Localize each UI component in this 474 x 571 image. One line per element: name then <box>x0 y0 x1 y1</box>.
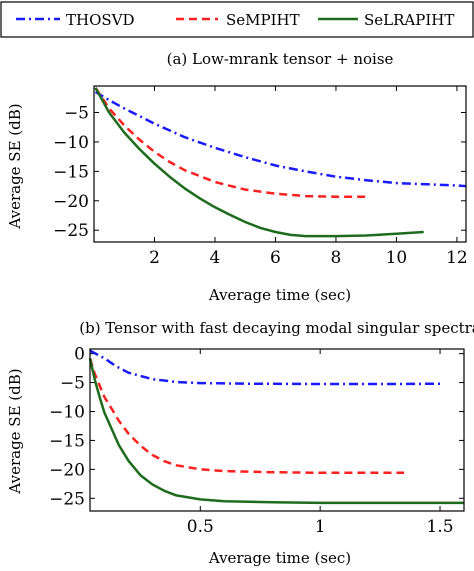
chart-b-series-thosvd <box>89 349 441 386</box>
chart-b: 0.5 1 1.5 0 −5 −10 −15 −20 −25 <box>49 345 465 537</box>
legend-label-sempiht: SeMPIHT <box>226 11 300 29</box>
chart-a-xtick-label: 10 <box>386 248 408 268</box>
chart-b-ytick-label: 0 <box>74 345 85 365</box>
chart-b-xtick-label: 1.5 <box>427 517 454 537</box>
chart-a-ytick-label: −10 <box>53 133 89 153</box>
xlabel-b: Average time (sec) <box>208 549 351 567</box>
chart-a-ytick-label: −25 <box>53 221 89 241</box>
legend-label-selrapiht: SeLRAPIHT <box>364 11 454 29</box>
chart-a-xtick-label: 8 <box>331 248 342 268</box>
chart-b-xtick-label: 0.5 <box>187 517 214 537</box>
chart-a-series-sempiht <box>94 87 367 198</box>
chart-b-ytick-label: −10 <box>49 402 85 422</box>
chart-a-xtick-label: 6 <box>270 248 281 268</box>
chart-b-plot-frame <box>89 348 465 512</box>
legend-frame <box>0 1 474 38</box>
chart-b-ytick-label: −15 <box>49 431 85 451</box>
chart-a-series-thosvd <box>94 90 467 188</box>
ylabel-b: Average SE (dB) <box>6 368 24 494</box>
caption-b: (b) Tensor with fast decaying modal sing… <box>79 319 474 337</box>
ylabel-a: Average SE (dB) <box>6 103 24 229</box>
chart-a-series-selrapiht <box>94 87 424 238</box>
caption-a: (a) Low-mrank tensor + noise <box>167 50 394 68</box>
chart-a-plot-frame <box>93 85 467 243</box>
chart-b-ytick-label: −5 <box>60 374 85 394</box>
chart-b-ytick-label: −20 <box>49 460 85 480</box>
chart-b-xtick-label: 1 <box>315 517 326 537</box>
chart-a-xtick-label: 2 <box>149 248 160 268</box>
chart-a: 2 4 6 8 10 12 −5 −10 −15 −20 −25 <box>53 85 468 268</box>
chart-b-series-sempiht <box>88 357 405 475</box>
chart-b-ytick-label: −25 <box>49 489 85 509</box>
chart-a-xtick-label: 4 <box>210 248 221 268</box>
chart-a-ytick-label: −5 <box>64 103 89 123</box>
legend-label-thosvd: THOSVD <box>66 11 135 29</box>
chart-a-ytick-label: −15 <box>53 162 89 182</box>
xlabel-a: Average time (sec) <box>208 286 351 304</box>
chart-b-series-selrapiht <box>88 358 464 505</box>
chart-a-ytick-label: −20 <box>53 192 89 212</box>
legend: THOSVD SeMPIHT SeLRAPIHT <box>0 1 474 38</box>
chart-a-xtick-label: 12 <box>446 248 468 268</box>
